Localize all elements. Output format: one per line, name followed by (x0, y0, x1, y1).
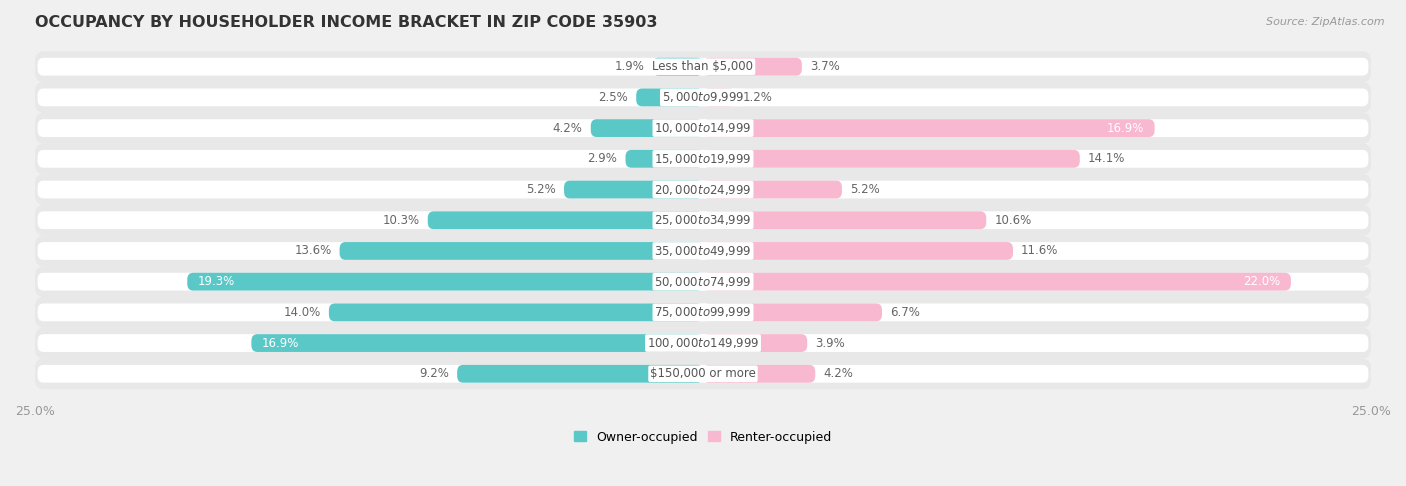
Text: 10.6%: 10.6% (994, 214, 1032, 227)
Text: 1.9%: 1.9% (614, 60, 644, 73)
Text: Source: ZipAtlas.com: Source: ZipAtlas.com (1267, 17, 1385, 27)
FancyBboxPatch shape (35, 113, 1371, 143)
Text: Less than $5,000: Less than $5,000 (652, 60, 754, 73)
Text: $100,000 to $149,999: $100,000 to $149,999 (647, 336, 759, 350)
Text: 6.7%: 6.7% (890, 306, 920, 319)
Text: 11.6%: 11.6% (1021, 244, 1059, 258)
FancyBboxPatch shape (636, 88, 703, 106)
Text: $25,000 to $34,999: $25,000 to $34,999 (654, 213, 752, 227)
FancyBboxPatch shape (35, 236, 1371, 266)
Text: $20,000 to $24,999: $20,000 to $24,999 (654, 183, 752, 196)
FancyBboxPatch shape (187, 273, 703, 291)
Text: $15,000 to $19,999: $15,000 to $19,999 (654, 152, 752, 166)
Text: 3.9%: 3.9% (815, 337, 845, 349)
Text: 14.0%: 14.0% (284, 306, 321, 319)
FancyBboxPatch shape (35, 205, 1371, 236)
FancyBboxPatch shape (38, 119, 1368, 137)
Text: $10,000 to $14,999: $10,000 to $14,999 (654, 121, 752, 135)
FancyBboxPatch shape (564, 181, 703, 198)
FancyBboxPatch shape (427, 211, 703, 229)
FancyBboxPatch shape (703, 273, 1291, 291)
FancyBboxPatch shape (35, 266, 1371, 297)
Text: 22.0%: 22.0% (1243, 275, 1281, 288)
Text: 16.9%: 16.9% (1107, 122, 1144, 135)
FancyBboxPatch shape (340, 242, 703, 260)
FancyBboxPatch shape (35, 143, 1371, 174)
Text: $35,000 to $49,999: $35,000 to $49,999 (654, 244, 752, 258)
Text: $5,000 to $9,999: $5,000 to $9,999 (662, 90, 744, 104)
Text: 9.2%: 9.2% (419, 367, 449, 380)
FancyBboxPatch shape (703, 58, 801, 76)
Text: 4.2%: 4.2% (553, 122, 582, 135)
Text: 5.2%: 5.2% (851, 183, 880, 196)
FancyBboxPatch shape (703, 119, 1154, 137)
FancyBboxPatch shape (252, 334, 703, 352)
FancyBboxPatch shape (38, 365, 1368, 382)
Text: $150,000 or more: $150,000 or more (650, 367, 756, 380)
FancyBboxPatch shape (35, 297, 1371, 328)
Text: 4.2%: 4.2% (824, 367, 853, 380)
FancyBboxPatch shape (703, 334, 807, 352)
Text: $50,000 to $74,999: $50,000 to $74,999 (654, 275, 752, 289)
FancyBboxPatch shape (38, 88, 1368, 106)
FancyBboxPatch shape (38, 150, 1368, 168)
FancyBboxPatch shape (703, 303, 882, 321)
FancyBboxPatch shape (591, 119, 703, 137)
FancyBboxPatch shape (38, 303, 1368, 321)
Text: 2.5%: 2.5% (599, 91, 628, 104)
FancyBboxPatch shape (703, 242, 1012, 260)
FancyBboxPatch shape (703, 365, 815, 382)
FancyBboxPatch shape (703, 150, 1080, 168)
Legend: Owner-occupied, Renter-occupied: Owner-occupied, Renter-occupied (574, 431, 832, 444)
FancyBboxPatch shape (35, 82, 1371, 113)
Text: 13.6%: 13.6% (294, 244, 332, 258)
FancyBboxPatch shape (703, 88, 735, 106)
Text: 3.7%: 3.7% (810, 60, 839, 73)
FancyBboxPatch shape (38, 211, 1368, 229)
Text: 14.1%: 14.1% (1088, 152, 1125, 165)
Text: $75,000 to $99,999: $75,000 to $99,999 (654, 305, 752, 319)
FancyBboxPatch shape (35, 52, 1371, 82)
FancyBboxPatch shape (35, 174, 1371, 205)
FancyBboxPatch shape (703, 211, 986, 229)
FancyBboxPatch shape (38, 242, 1368, 260)
Text: 2.9%: 2.9% (588, 152, 617, 165)
FancyBboxPatch shape (626, 150, 703, 168)
FancyBboxPatch shape (35, 328, 1371, 359)
Text: 16.9%: 16.9% (262, 337, 299, 349)
Text: 1.2%: 1.2% (744, 91, 773, 104)
FancyBboxPatch shape (38, 58, 1368, 76)
FancyBboxPatch shape (703, 181, 842, 198)
Text: 10.3%: 10.3% (382, 214, 420, 227)
FancyBboxPatch shape (38, 334, 1368, 352)
FancyBboxPatch shape (38, 181, 1368, 198)
FancyBboxPatch shape (457, 365, 703, 382)
FancyBboxPatch shape (38, 273, 1368, 291)
Text: OCCUPANCY BY HOUSEHOLDER INCOME BRACKET IN ZIP CODE 35903: OCCUPANCY BY HOUSEHOLDER INCOME BRACKET … (35, 15, 658, 30)
FancyBboxPatch shape (329, 303, 703, 321)
FancyBboxPatch shape (35, 359, 1371, 389)
Text: 19.3%: 19.3% (198, 275, 235, 288)
Text: 5.2%: 5.2% (526, 183, 555, 196)
FancyBboxPatch shape (652, 58, 703, 76)
